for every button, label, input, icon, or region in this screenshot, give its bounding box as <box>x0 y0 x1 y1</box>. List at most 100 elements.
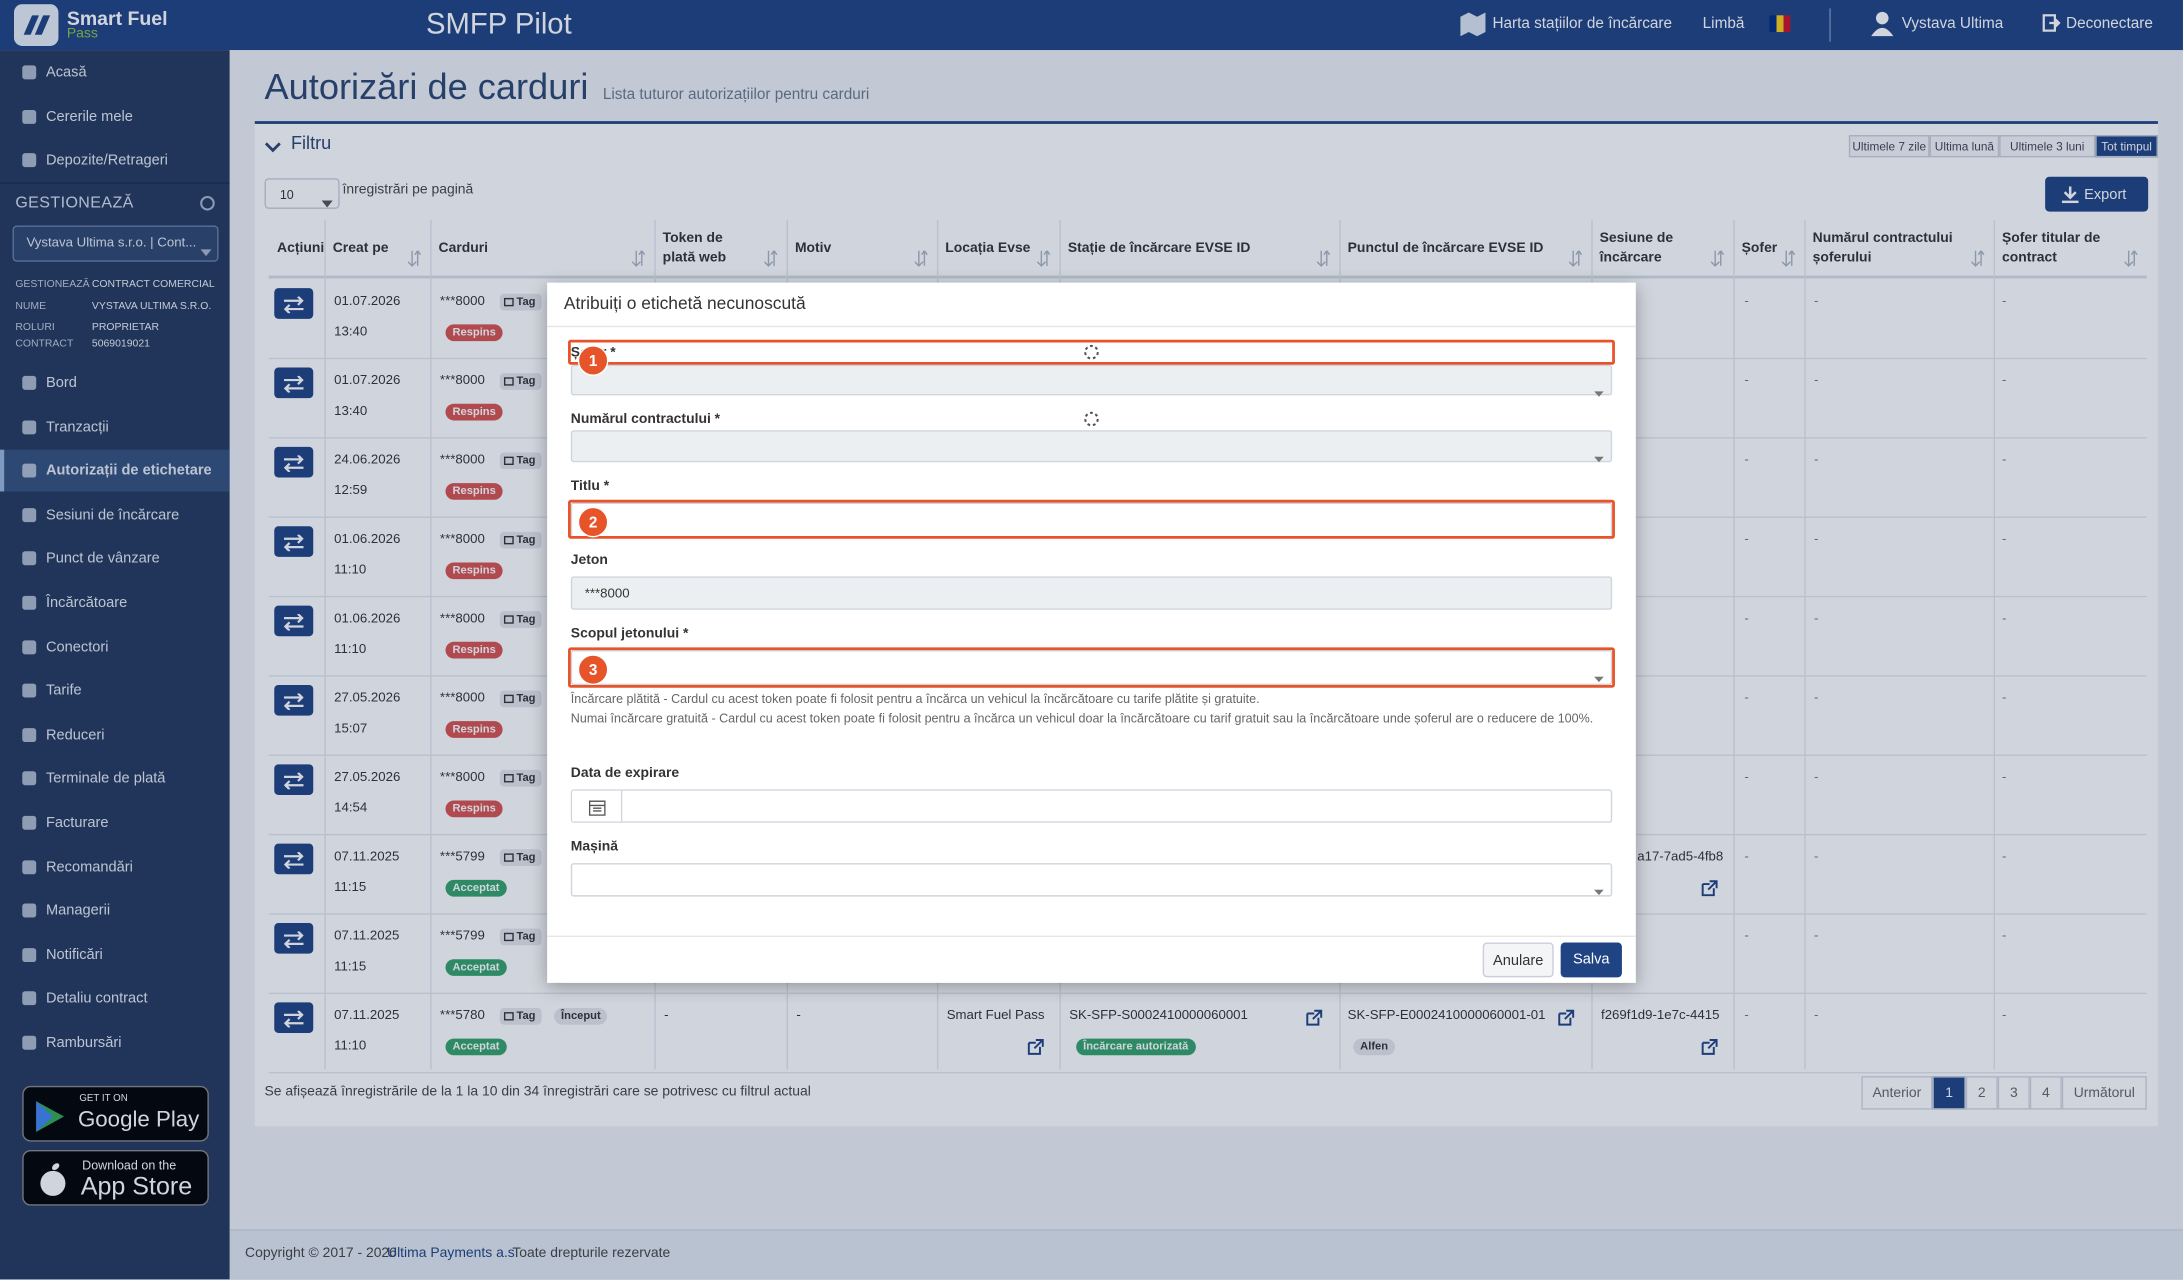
modal-title: Atribuiți o etichetă necunoscută <box>563 293 806 314</box>
expiry-label: Data de expirare <box>570 765 680 782</box>
menu-icon <box>22 375 37 390</box>
language-label[interactable]: Limbă <box>1702 15 1745 33</box>
action-button[interactable] <box>274 367 314 399</box>
highlight-box <box>568 339 1615 365</box>
action-button[interactable] <box>274 446 314 478</box>
menu-item[interactable]: Recomandări <box>45 858 133 876</box>
created-date: 01.06.2026 <box>334 531 401 548</box>
status-badge: Respins <box>445 721 503 738</box>
export-button[interactable]: Export <box>2045 176 2149 212</box>
column-header[interactable]: Creat pe <box>333 223 403 276</box>
column-header[interactable]: Sesiune de încărcare <box>1600 223 1706 276</box>
menu-item[interactable]: Depozite/Retrageri <box>45 151 168 169</box>
session-cell: a17-7ad5-4fb8 <box>1637 849 1724 865</box>
app-store-badge[interactable]: Download on the App Store <box>22 1149 209 1206</box>
card-number: ***8000 <box>439 293 485 310</box>
column-header[interactable]: Punctul de încărcare EVSE ID <box>1348 223 1564 276</box>
reason-cell: - <box>796 1007 801 1024</box>
icon-part <box>1027 1038 1044 1055</box>
page-button[interactable]: Anterior <box>1861 1076 1933 1110</box>
menu-item[interactable]: Sesiuni de încărcare <box>45 506 180 524</box>
menu-item[interactable]: Punct de vânzare <box>45 550 160 568</box>
menu-item[interactable]: Reduceri <box>45 726 105 744</box>
menu-item[interactable]: Tarife <box>45 682 82 700</box>
tag-label: Tag <box>516 453 536 467</box>
contract-select[interactable] <box>570 430 1613 463</box>
icon-part <box>1594 889 1604 896</box>
action-button[interactable] <box>274 684 314 716</box>
company-select[interactable]: Vystava Ultima s.r.o. | Cont... <box>12 225 219 262</box>
menu-item[interactable]: Detaliu contract <box>45 990 148 1008</box>
action-button[interactable] <box>274 843 314 875</box>
info-key: CONTRACT <box>15 336 74 350</box>
menu-item[interactable]: Cererile mele <box>45 107 133 125</box>
card-number: ***8000 <box>439 690 485 706</box>
purpose-select[interactable] <box>570 650 1613 685</box>
table-row-line <box>268 992 2147 995</box>
sort-icon <box>763 249 778 267</box>
menu-item[interactable]: Încărcătoare <box>45 594 128 612</box>
user-name[interactable]: Vystava Ultima <box>1901 15 2004 33</box>
status-badge: Respins <box>445 562 503 580</box>
menu-item[interactable]: Bord <box>45 374 77 392</box>
menu-item[interactable]: Tranzacții <box>45 418 109 436</box>
external-link-icon <box>1558 1008 1575 1026</box>
menu-item[interactable]: Terminale de plată <box>45 770 166 788</box>
logout[interactable]: Deconectare <box>2066 15 2153 33</box>
menu-item[interactable]: Notificări <box>45 946 103 964</box>
expiry-input[interactable] <box>570 789 1613 823</box>
column-header[interactable]: Șofer <box>1742 223 1778 276</box>
action-button[interactable] <box>274 288 314 319</box>
range-button[interactable]: Ultimele 7 zile <box>1848 135 1930 158</box>
icon-part <box>283 533 304 553</box>
menu-item[interactable]: Autorizații de etichetare <box>45 462 212 480</box>
range-button[interactable]: Ultima lună <box>1929 135 2000 158</box>
driver-select[interactable] <box>570 364 1613 397</box>
action-button[interactable] <box>274 764 314 795</box>
save-button[interactable]: Salva <box>1560 942 1622 978</box>
filter-label[interactable]: Filtru <box>290 132 332 154</box>
highlight-box <box>568 647 1615 688</box>
column-header[interactable]: Locația Evse <box>945 223 1031 276</box>
page-button[interactable]: 3 <box>1997 1076 2030 1110</box>
column-header[interactable]: Stație de încărcare EVSE ID <box>1068 223 1312 276</box>
action-button[interactable] <box>274 923 314 954</box>
menu-item[interactable]: Managerii <box>45 902 111 920</box>
cancel-button[interactable]: Anulare <box>1482 942 1554 978</box>
icon-part <box>588 800 606 816</box>
google-play-badge[interactable]: GET IT ON Google Play <box>22 1085 209 1142</box>
menu-item[interactable]: Acasă <box>45 64 87 81</box>
menu-item[interactable]: Rambursări <box>45 1034 122 1052</box>
car-select[interactable] <box>570 863 1613 897</box>
icon-part <box>283 851 304 870</box>
icon-part <box>283 851 304 870</box>
menu-item[interactable]: Facturare <box>45 814 109 832</box>
page-button[interactable]: 2 <box>1965 1076 1998 1110</box>
column-header[interactable]: Motiv <box>795 223 909 276</box>
status-badge: Acceptat <box>445 879 507 897</box>
page-button[interactable]: 4 <box>2029 1076 2062 1110</box>
status-badge: Acceptat <box>445 959 507 976</box>
column-header[interactable]: Token de plată web <box>663 223 759 276</box>
column-header[interactable]: Numărul contractului șoferului <box>1813 223 1966 276</box>
action-button[interactable] <box>274 605 314 637</box>
page-button[interactable]: 1 <box>1932 1076 1966 1110</box>
action-button[interactable] <box>274 526 314 557</box>
sort-icon <box>1316 249 1331 267</box>
flag <box>1769 15 1791 33</box>
per-page-select[interactable]: 10 <box>264 178 340 209</box>
company-link[interactable]: Ultima Payments a.s. <box>387 1246 519 1262</box>
map-link[interactable]: Harta stațiilor de încărcare <box>1492 15 1673 33</box>
card-number: ***5780 <box>439 1007 485 1024</box>
icon-part <box>13 4 59 46</box>
menu-item[interactable]: Conectori <box>45 638 109 656</box>
column-header[interactable]: Carduri <box>439 223 627 276</box>
car-label: Mașină <box>570 839 619 855</box>
action-button[interactable] <box>274 1002 314 1034</box>
range-button[interactable]: Tot timpul <box>2095 135 2158 158</box>
column-header[interactable]: Șofer titular de contract <box>2002 223 2119 276</box>
range-button[interactable]: Ultimele 3 luni <box>1999 135 2096 158</box>
annotation-marker: 2 <box>577 506 609 538</box>
page-button[interactable]: Următorul <box>2061 1076 2147 1110</box>
